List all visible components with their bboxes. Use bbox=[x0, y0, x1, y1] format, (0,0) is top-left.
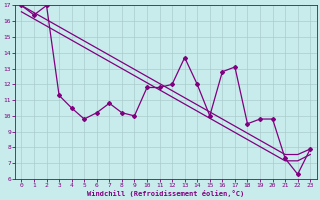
X-axis label: Windchill (Refroidissement éolien,°C): Windchill (Refroidissement éolien,°C) bbox=[87, 190, 244, 197]
